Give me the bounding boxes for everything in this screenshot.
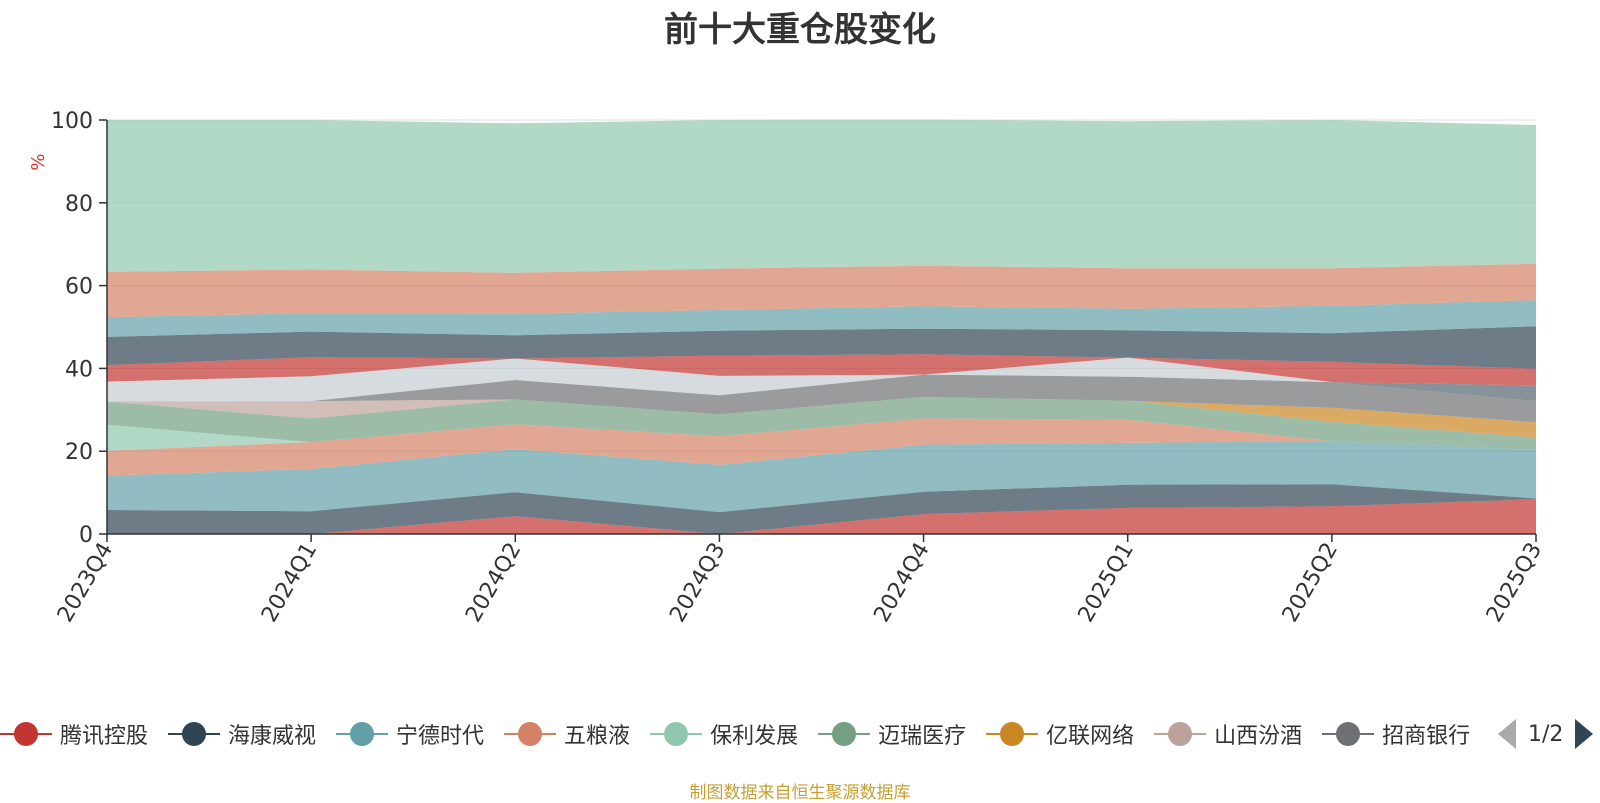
area-series [107,119,1536,273]
area-series-layer [107,119,1536,534]
legend-label: 山西汾酒 [1214,724,1303,749]
legend-item[interactable]: 山西汾酒 [1154,718,1302,750]
x-tick-label: 2025Q3 [1482,539,1547,627]
area-series [107,418,1536,476]
legend-item[interactable]: 宁德时代 [336,718,484,750]
legend-label: 保利发展 [710,724,799,749]
area-series [107,354,1536,386]
area-series [107,263,1536,318]
area-series [107,300,1536,337]
legend-marker-icon [1154,722,1207,746]
y-tick-label: 80 [65,192,93,217]
x-tick-label: 2025Q1 [1074,539,1139,627]
y-tick-label: 60 [65,275,93,300]
legend-marker-icon [818,722,871,746]
area-series [107,397,1536,423]
legend-prev-page-icon[interactable] [1498,719,1516,749]
y-tick-label: 100 [51,109,93,134]
legend-label: 腾讯控股 [60,724,149,749]
chart-title: 前十大重仓股变化 [664,10,936,50]
legend-item[interactable]: 亿联网络 [986,718,1134,750]
legend: 腾讯控股 海康威视 宁德时代 五粮液 保利发展 迈瑞医疗 亿联网络 山西汾酒 招商银行 [0,712,1484,756]
area-series [107,484,1536,534]
legend-marker-icon [986,722,1039,746]
y-tick-label: 40 [65,357,93,382]
legend-label: 五粮液 [564,724,631,749]
y-axis-unit-label: % [28,153,49,170]
legend-label: 招商银行 [1382,724,1471,749]
legend-marker-icon [336,722,389,746]
legend-item[interactable]: 五粮液 [504,718,630,750]
x-tick-label: 2023Q4 [53,539,118,627]
area-series [107,374,1536,423]
data-source-note: 制图数据来自恒生聚源数据库 [689,783,911,803]
x-tick-label: 2024Q1 [257,539,322,627]
legend-row: 腾讯控股 海康威视 宁德时代 五粮液 保利发展 迈瑞医疗 亿联网络 山西汾酒 招商银行 [0,712,1484,756]
legend-item[interactable]: 招商银行 [1322,718,1470,750]
area-series [107,326,1536,369]
area-series [107,357,1536,402]
legend-label: 迈瑞医疗 [878,724,967,749]
legend-item[interactable]: 迈瑞医疗 [818,718,966,750]
x-tick-label: 2024Q3 [665,539,730,627]
legend-marker-icon [0,722,52,746]
legend-item[interactable]: 海康威视 [168,718,316,750]
y-tick-label: 20 [65,440,93,465]
legend-label: 亿联网络 [1046,724,1135,749]
area-series [107,499,1536,534]
legend-marker-icon [650,722,703,746]
legend-label: 海康威视 [228,724,317,749]
legend-marker-icon [168,722,221,746]
y-tick-label: 0 [79,523,93,548]
x-tick-label: 2024Q4 [869,539,934,627]
stacked-area-chart: 0 20 40 60 80 100 2023Q4 2024Q1 2024Q2 2024Q3 2024… [28,109,1547,627]
legend-item[interactable]: 腾讯控股 [0,718,148,750]
legend-next-page-icon[interactable] [1575,719,1594,749]
legend-marker-icon [504,722,557,746]
legend-pager: 1/2 [1498,718,1594,750]
legend-label: 宁德时代 [396,724,485,749]
legend-page-indicator: 1/2 [1528,721,1564,747]
legend-item[interactable]: 保利发展 [650,718,798,750]
area-series [107,441,1536,513]
x-tick-label: 2025Q2 [1278,539,1343,627]
area-series [107,397,1536,450]
x-tick-label: 2024Q2 [461,539,526,627]
legend-marker-icon [1322,722,1375,746]
